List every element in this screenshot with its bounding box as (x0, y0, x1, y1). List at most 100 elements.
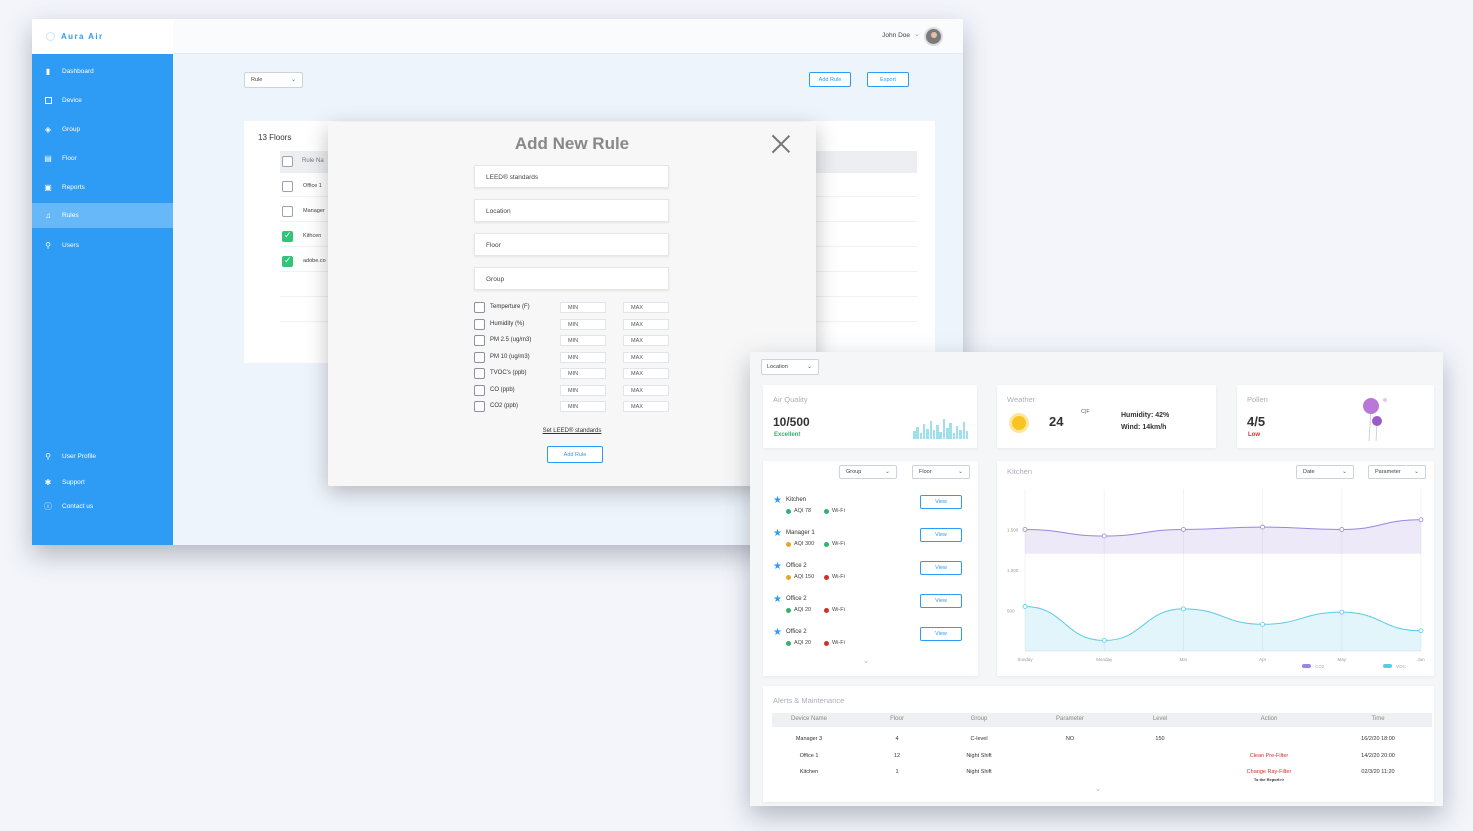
temperature-value: 24 (1049, 414, 1064, 429)
view-button[interactable]: View (920, 495, 962, 509)
select-all-checkbox[interactable] (282, 156, 293, 167)
min-input[interactable]: MIN (560, 318, 606, 330)
max-input[interactable]: MAX (623, 384, 669, 396)
table-row-name[interactable]: Office 1 (303, 183, 322, 189)
floor-filter[interactable]: Floor ⌄ (912, 465, 970, 479)
chevron-down-icon: ⌄ (1413, 469, 1419, 475)
min-input[interactable]: MIN (560, 351, 606, 363)
column-header[interactable]: Level (1152, 716, 1168, 722)
modal-add-rule-button[interactable]: Add Rule (547, 446, 603, 463)
spark-bar (939, 432, 942, 439)
set-leed-link[interactable]: Set LEED® standards (542, 428, 602, 434)
air-quality-status: Excellent (774, 432, 801, 438)
dandelion-icon (1363, 398, 1387, 442)
sidebar-item-users[interactable]: ⚲ Users (32, 233, 173, 258)
scroll-more-icon[interactable]: ⌄ (863, 658, 869, 665)
export-button[interactable]: Export (867, 72, 909, 87)
report-link[interactable]: To the Report>> (1253, 777, 1285, 782)
column-header-rule-name[interactable]: Rule Na (302, 158, 324, 164)
avatar[interactable] (924, 27, 943, 46)
action-link[interactable]: Clean Pre-Filter (1249, 752, 1289, 759)
row-checkbox[interactable] (282, 206, 293, 217)
modal-field-floor[interactable]: Floor (474, 233, 669, 256)
temperature-unit-toggle[interactable]: C|F (1081, 409, 1090, 415)
max-input[interactable]: MAX (623, 351, 669, 363)
min-input[interactable]: MIN (560, 368, 606, 379)
param-checkbox[interactable] (474, 351, 485, 363)
column-header[interactable]: Parameter (1055, 716, 1085, 722)
column-header[interactable]: Floor (890, 716, 904, 722)
param-checkbox[interactable] (474, 384, 485, 396)
view-button[interactable]: View (920, 528, 962, 542)
max-input[interactable]: MAX (623, 335, 669, 346)
aqi-value: AQI 300 (794, 541, 815, 547)
spark-bar (949, 423, 952, 439)
min-input[interactable]: MIN (560, 401, 606, 412)
min-input[interactable]: MIN (560, 302, 606, 313)
max-input[interactable]: MAX (623, 318, 669, 330)
modal-field-leed[interactable]: LEED® standards (474, 165, 669, 188)
star-icon[interactable]: ★ (773, 561, 782, 572)
modal-field-location[interactable]: Location (474, 199, 669, 222)
sidebar-item-support[interactable]: ✱ Support (32, 470, 173, 495)
max-input[interactable]: MAX (623, 368, 669, 379)
sidebar-item-rules[interactable]: ♫ Rules (32, 203, 173, 228)
min-input[interactable]: MIN (560, 335, 606, 346)
add-rule-button[interactable]: Add Rule (809, 72, 851, 87)
param-checkbox[interactable] (474, 368, 485, 379)
column-header[interactable]: Group (970, 716, 988, 722)
logo[interactable]: Aura Air (32, 19, 173, 54)
chevron-down-icon[interactable]: ⌄ (914, 31, 920, 38)
group-filter[interactable]: Group ⌄ (839, 465, 897, 479)
param-checkbox[interactable] (474, 335, 485, 346)
location-select[interactable]: Location ⌄ (761, 359, 819, 375)
star-icon[interactable]: ★ (773, 528, 782, 539)
user-name[interactable]: John Doe (882, 32, 910, 39)
rule-select[interactable]: Rule ⌄ (244, 72, 303, 88)
row-checkbox[interactable] (282, 181, 293, 192)
sidebar-item-reports[interactable]: ▣ Reports (32, 175, 173, 200)
sidebar-item-label: Rules (62, 212, 79, 219)
column-header[interactable]: Action (1260, 716, 1278, 722)
row-checkbox[interactable] (282, 255, 293, 267)
view-button[interactable]: View (920, 627, 962, 641)
table-row-name[interactable]: Manager (303, 208, 325, 214)
param-checkbox[interactable] (474, 401, 485, 412)
parameter-filter[interactable]: Parameter ⌄ (1368, 465, 1426, 479)
param-checkbox[interactable] (474, 302, 485, 313)
card-label: Weather (1007, 395, 1036, 404)
star-icon[interactable]: ★ (773, 495, 782, 506)
list-item[interactable]: ★ Office 2 AQI 20 Wi-Fi View (773, 594, 963, 622)
view-button[interactable]: View (920, 594, 962, 608)
sidebar-item-dashboard[interactable]: ▮ Dashboard (32, 59, 173, 84)
view-button[interactable]: View (920, 561, 962, 575)
column-header[interactable]: Time (1371, 716, 1385, 722)
min-input[interactable]: MIN (560, 384, 606, 396)
chart-card: Kitchen Date ⌄ Parameter ⌄ 1,500 1,000 500 Su… (997, 461, 1434, 676)
sidebar-item-contact-us[interactable]: ⓘ Contact us (32, 494, 173, 519)
max-input[interactable]: MAX (623, 302, 669, 313)
star-icon[interactable]: ★ (773, 627, 782, 638)
sidebar-item-floor[interactable]: ▤ Floor (32, 146, 173, 171)
list-item[interactable]: ★ Office 2 AQI 150 Wi-Fi View (773, 561, 963, 589)
close-icon[interactable] (771, 134, 791, 154)
scroll-more-icon[interactable]: ⌄ (1095, 786, 1101, 793)
param-checkbox[interactable] (474, 318, 485, 330)
table-cell: 12 (893, 752, 901, 759)
table-row-name[interactable]: adobe.co (303, 258, 326, 264)
list-item[interactable]: ★ Kitchen AQI 78 Wi-Fi View (773, 495, 963, 523)
sidebar-item-device[interactable]: Device (32, 88, 173, 113)
column-header[interactable]: Device Name (790, 716, 828, 722)
modal-field-group[interactable]: Group (474, 267, 669, 290)
list-item[interactable]: ★ Manager 1 AQI 300 Wi-Fi View (773, 528, 963, 556)
table-row-name[interactable]: Kithcen (303, 233, 322, 239)
action-link[interactable]: Change Ray-Filter (1246, 769, 1292, 775)
max-input[interactable]: MAX (623, 401, 669, 412)
app-name: Aura Air (61, 32, 104, 41)
list-item[interactable]: ★ Office 2 AQI 20 Wi-Fi View (773, 627, 963, 655)
sidebar-item-group[interactable]: ◈ Group (32, 117, 173, 142)
sidebar-item-user-profile[interactable]: ⚲ User Profile (32, 444, 173, 469)
row-checkbox[interactable] (282, 230, 293, 242)
date-filter[interactable]: Date ⌄ (1296, 465, 1354, 479)
star-icon[interactable]: ★ (773, 594, 782, 605)
